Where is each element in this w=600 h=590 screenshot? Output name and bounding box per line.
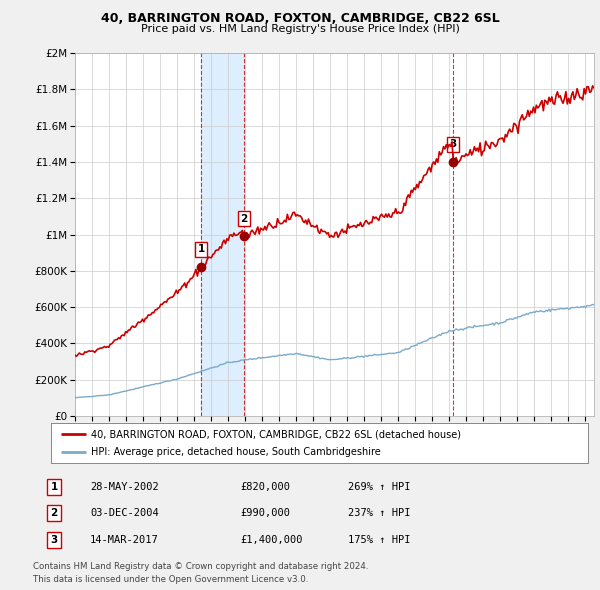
Text: 1: 1 xyxy=(197,244,205,254)
Text: Contains HM Land Registry data © Crown copyright and database right 2024.: Contains HM Land Registry data © Crown c… xyxy=(33,562,368,571)
Text: 1: 1 xyxy=(50,482,58,491)
Text: £820,000: £820,000 xyxy=(240,482,290,491)
Text: 14-MAR-2017: 14-MAR-2017 xyxy=(90,535,159,545)
Text: 175% ↑ HPI: 175% ↑ HPI xyxy=(348,535,410,545)
Text: This data is licensed under the Open Government Licence v3.0.: This data is licensed under the Open Gov… xyxy=(33,575,308,584)
Text: 40, BARRINGTON ROAD, FOXTON, CAMBRIDGE, CB22 6SL: 40, BARRINGTON ROAD, FOXTON, CAMBRIDGE, … xyxy=(101,12,499,25)
Text: 2: 2 xyxy=(240,214,247,224)
Text: HPI: Average price, detached house, South Cambridgeshire: HPI: Average price, detached house, Sout… xyxy=(91,447,381,457)
Text: 237% ↑ HPI: 237% ↑ HPI xyxy=(348,509,410,518)
Text: £990,000: £990,000 xyxy=(240,509,290,518)
Text: 269% ↑ HPI: 269% ↑ HPI xyxy=(348,482,410,491)
Text: 2: 2 xyxy=(50,509,58,518)
Text: 3: 3 xyxy=(449,139,457,149)
Text: 3: 3 xyxy=(50,535,58,545)
Text: Price paid vs. HM Land Registry's House Price Index (HPI): Price paid vs. HM Land Registry's House … xyxy=(140,24,460,34)
Text: 03-DEC-2004: 03-DEC-2004 xyxy=(90,509,159,518)
Text: 28-MAY-2002: 28-MAY-2002 xyxy=(90,482,159,491)
Text: 40, BARRINGTON ROAD, FOXTON, CAMBRIDGE, CB22 6SL (detached house): 40, BARRINGTON ROAD, FOXTON, CAMBRIDGE, … xyxy=(91,430,461,440)
Text: £1,400,000: £1,400,000 xyxy=(240,535,302,545)
Bar xyxy=(201,53,244,416)
